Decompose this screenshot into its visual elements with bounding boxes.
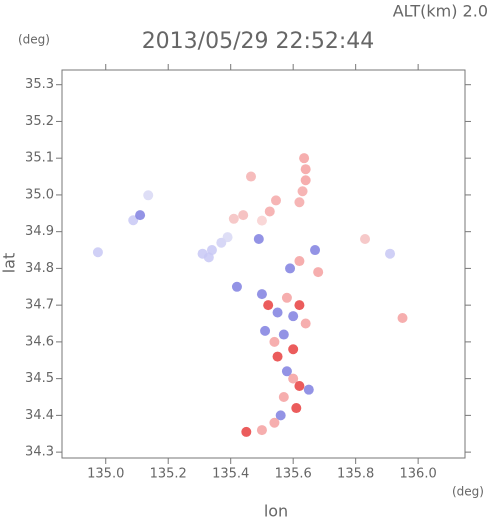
y-unit: (deg) bbox=[18, 33, 50, 47]
radar-echo bbox=[288, 311, 299, 322]
radar-echo bbox=[272, 307, 283, 318]
radar-echo bbox=[313, 267, 324, 278]
plot-frame bbox=[61, 69, 466, 459]
radar-echo bbox=[246, 171, 257, 182]
radar-echo bbox=[228, 213, 239, 224]
radar-echo bbox=[288, 344, 299, 355]
radar-echo bbox=[241, 426, 252, 437]
radar-echo bbox=[397, 313, 408, 324]
radar-echo bbox=[285, 263, 296, 274]
radar-echo bbox=[294, 197, 305, 208]
radar-echo bbox=[222, 232, 233, 243]
radar-echo bbox=[278, 329, 289, 340]
chart-subtitle: ALT(km) 2.0 bbox=[393, 2, 488, 21]
y-tick-label: 34.3 bbox=[25, 445, 54, 460]
radar-echo bbox=[300, 318, 311, 329]
radar-echo bbox=[256, 215, 267, 226]
radar-echo bbox=[92, 247, 103, 258]
radar-echo bbox=[272, 351, 283, 362]
x-tick-label: 135.8 bbox=[337, 467, 374, 482]
y-tick-label: 35.1 bbox=[25, 151, 54, 166]
radar-echo bbox=[291, 403, 302, 414]
radar-echo bbox=[231, 281, 242, 292]
y-tick-label: 34.8 bbox=[25, 261, 54, 276]
radar-echo bbox=[300, 164, 311, 175]
y-tick-label: 34.5 bbox=[25, 371, 54, 386]
x-tick-label: 135.6 bbox=[275, 467, 312, 482]
radar-echo bbox=[264, 206, 275, 217]
radar-echo bbox=[269, 417, 280, 428]
x-unit: (deg) bbox=[452, 485, 484, 499]
radar-echo bbox=[294, 300, 305, 311]
radar-echo bbox=[297, 186, 308, 197]
radar-echo bbox=[303, 384, 314, 395]
radar-echo bbox=[270, 195, 281, 206]
y-tick-label: 34.9 bbox=[25, 224, 54, 239]
y-tick-label: 34.6 bbox=[25, 334, 54, 349]
x-tick-label: 136.0 bbox=[400, 467, 437, 482]
radar-echo bbox=[385, 248, 396, 259]
x-tick-label: 135.0 bbox=[87, 467, 124, 482]
y-tick-label: 35.0 bbox=[25, 187, 54, 202]
radar-echo bbox=[294, 256, 305, 267]
radar-echo bbox=[269, 336, 280, 347]
chart-title: 2013/05/29 22:52:44 bbox=[142, 29, 375, 54]
radar-echo bbox=[260, 325, 271, 336]
x-tick-label: 135.4 bbox=[212, 467, 249, 482]
radar-echo bbox=[143, 190, 154, 201]
radar-echo bbox=[281, 292, 292, 303]
radar-echo bbox=[360, 234, 371, 245]
y-tick-label: 35.3 bbox=[25, 77, 54, 92]
x-tick-label: 135.2 bbox=[150, 467, 187, 482]
y-axis-label: lat bbox=[0, 253, 19, 274]
radar-echo bbox=[275, 410, 286, 421]
radar-echo bbox=[310, 245, 321, 256]
y-tick-label: 34.4 bbox=[25, 408, 54, 423]
radar-echo bbox=[253, 234, 264, 245]
radar-echo bbox=[203, 252, 214, 263]
radar-echo bbox=[256, 289, 267, 300]
radar-echo bbox=[278, 392, 289, 403]
radar-echo bbox=[294, 380, 305, 391]
x-axis-label: lon bbox=[264, 502, 288, 521]
y-tick-label: 35.2 bbox=[25, 114, 54, 129]
y-tick-label: 34.7 bbox=[25, 298, 54, 313]
radar-echo bbox=[288, 373, 299, 384]
radar-echo bbox=[299, 153, 310, 164]
radar-echo bbox=[256, 425, 267, 436]
radar-echo bbox=[300, 175, 311, 186]
radar-echo bbox=[135, 210, 146, 221]
radar-echo bbox=[263, 300, 274, 311]
radar-echo bbox=[238, 210, 249, 221]
radar-echo bbox=[128, 215, 139, 226]
radar-echo bbox=[281, 366, 292, 377]
